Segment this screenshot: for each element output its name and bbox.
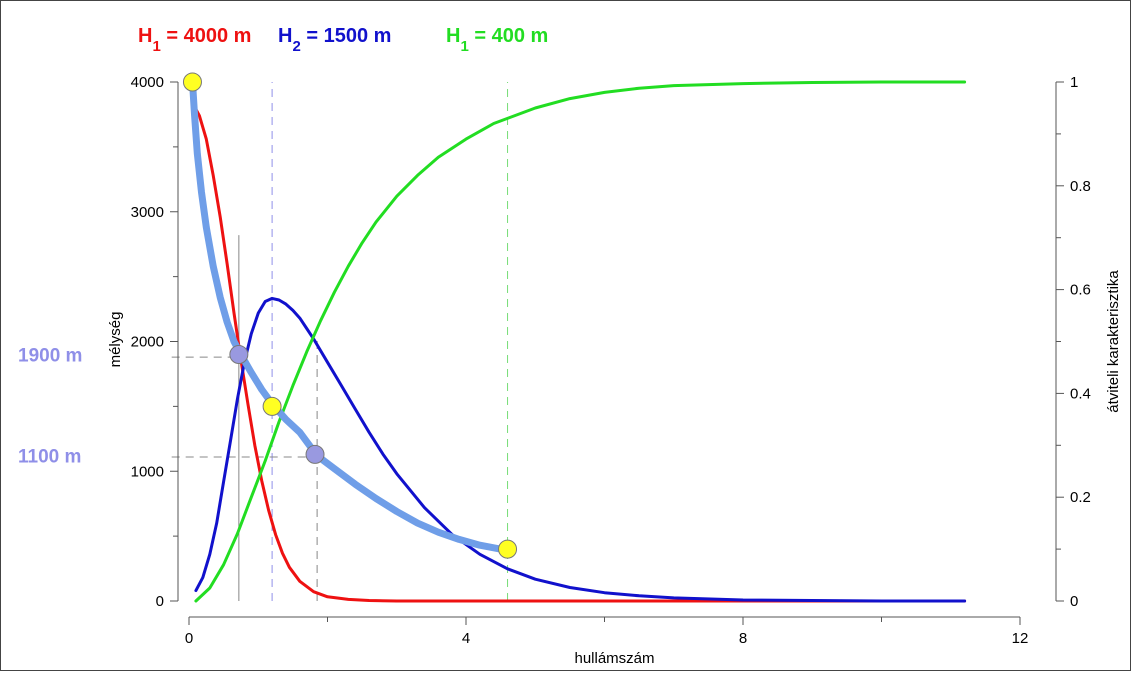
- markers-layer: [182, 72, 518, 559]
- y-right-tick-label: 0: [1070, 593, 1078, 610]
- y-right-tick-label: 0.6: [1070, 282, 1091, 299]
- legend-entry: H1 = 400 m: [446, 25, 548, 55]
- labels-layer: hullámszám mélység átviteli karakteriszt…: [18, 25, 1122, 667]
- y-axis-left-label: mélység: [107, 312, 124, 368]
- data-point-marker: [229, 344, 249, 364]
- x-axis-label: hullámszám: [574, 650, 654, 667]
- y-right-tick-label: 0.8: [1070, 178, 1091, 195]
- x-tick-label: 4: [462, 630, 470, 647]
- y-left-tick-label: 4000: [131, 74, 164, 91]
- x-tick-label: 0: [185, 630, 193, 647]
- x-tick-label: 12: [1012, 630, 1029, 647]
- y-right-tick-label: 1: [1070, 74, 1078, 91]
- reference-lines: [171, 82, 509, 601]
- y-left-tick-label: 3000: [131, 204, 164, 221]
- y-axis-right-label: átviteli karakterisztika: [1105, 270, 1122, 413]
- series-line-0: [192, 103, 967, 603]
- legend-entry: H1 = 4000 m: [138, 25, 251, 55]
- legend-entry: H2 = 1500 m: [278, 25, 391, 55]
- series-line-1: [194, 296, 967, 603]
- axes: 0 4 8 12 0 1000 2000 3000 4000 0 0.2 0.4 0.6 0.8 1: [131, 74, 1091, 647]
- data-point-marker: [262, 396, 282, 416]
- data-point-marker: [498, 539, 518, 559]
- depth-annotation: 1100 m: [18, 447, 81, 468]
- y-left-tick-label: 2000: [131, 334, 164, 351]
- y-right-tick-label: 0.2: [1070, 489, 1091, 506]
- y-right-tick-label: 0.4: [1070, 385, 1091, 402]
- y-left-tick-label: 1000: [131, 463, 164, 480]
- x-tick-label: 8: [739, 630, 747, 647]
- y-left-tick-label: 0: [156, 593, 164, 610]
- data-point-marker: [182, 72, 202, 92]
- series-line-2: [194, 80, 967, 603]
- depth-annotation: 1900 m: [18, 345, 82, 366]
- data-point-marker: [305, 444, 325, 464]
